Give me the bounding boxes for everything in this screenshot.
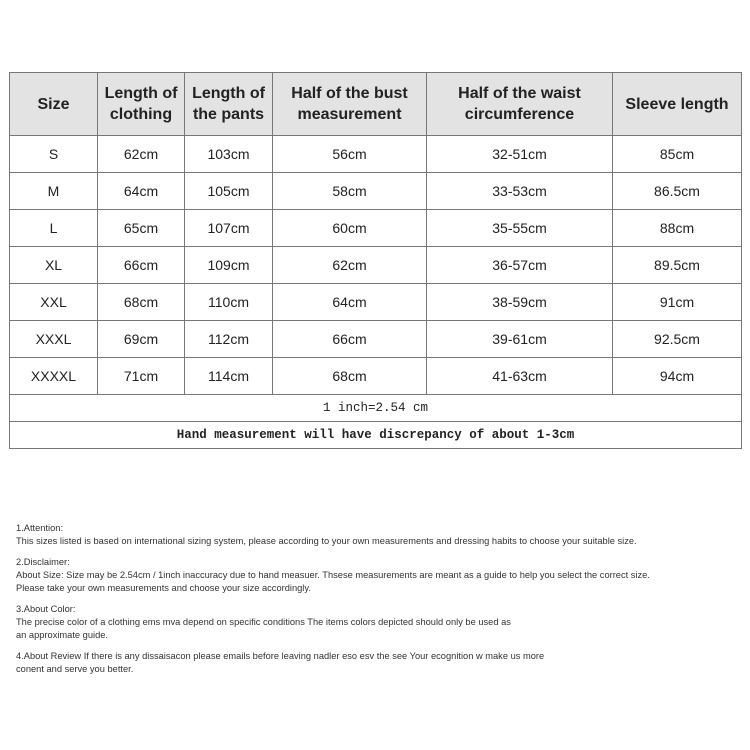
table-cell: 64cm xyxy=(97,172,185,210)
table-cell: 62cm xyxy=(272,246,427,284)
table-cell: 88cm xyxy=(612,209,742,247)
note-line: Please take your own measurements and ch… xyxy=(16,583,311,593)
discrepancy-note: Hand measurement will have discrepancy o… xyxy=(9,421,742,449)
table-cell: 38-59cm xyxy=(426,283,613,321)
table-cell: 62cm xyxy=(97,135,185,173)
table-row: XL 66cm 109cm 62cm 36-57cm 89.5cm xyxy=(9,246,742,284)
table-cell: 109cm xyxy=(184,246,273,284)
notes-section: 1.Attention: This sizes listed is based o… xyxy=(16,522,650,684)
note-line: 4.About Review If there is any dissaisac… xyxy=(16,651,545,661)
table-cell: 39-61cm xyxy=(426,320,613,358)
table-cell: XL xyxy=(9,246,98,284)
table-cell: 105cm xyxy=(184,172,273,210)
header-cell: Length of the pants xyxy=(184,72,273,136)
note-line: This sizes listed is based on internatio… xyxy=(16,536,637,546)
table-cell: 110cm xyxy=(184,283,273,321)
table-cell: 65cm xyxy=(97,209,185,247)
table-cell: 41-63cm xyxy=(426,357,613,395)
table-cell: 85cm xyxy=(612,135,742,173)
table-cell: 56cm xyxy=(272,135,427,173)
table-row: XXL 68cm 110cm 64cm 38-59cm 91cm xyxy=(9,283,742,321)
header-row: Size Length of clothing Length of the pa… xyxy=(9,72,742,136)
table-cell: 66cm xyxy=(97,246,185,284)
table-cell: 86.5cm xyxy=(612,172,742,210)
table-cell: 69cm xyxy=(97,320,185,358)
size-chart-table: Size Length of clothing Length of the pa… xyxy=(9,72,742,449)
note-line: The precise color of a clothing ems mva … xyxy=(16,617,511,627)
table-cell: 68cm xyxy=(97,283,185,321)
table-cell: S xyxy=(9,135,98,173)
table-cell: M xyxy=(9,172,98,210)
table-cell: 103cm xyxy=(184,135,273,173)
table-cell: 89.5cm xyxy=(612,246,742,284)
table-cell: 112cm xyxy=(184,320,273,358)
note-line: an approximate guide. xyxy=(16,630,108,640)
table-cell: 92.5cm xyxy=(612,320,742,358)
table-cell: 36-57cm xyxy=(426,246,613,284)
table-cell: 35-55cm xyxy=(426,209,613,247)
table-cell: 64cm xyxy=(272,283,427,321)
table-row: S 62cm 103cm 56cm 32-51cm 85cm xyxy=(9,135,742,173)
table-cell: 71cm xyxy=(97,357,185,395)
table-cell: 58cm xyxy=(272,172,427,210)
table-cell: 33-53cm xyxy=(426,172,613,210)
table-cell: 60cm xyxy=(272,209,427,247)
conversion-note: 1 inch=2.54 cm xyxy=(9,394,742,422)
note-title: 1.Attention: xyxy=(16,523,64,533)
note-item: 3.About Color: The precise color of a clo… xyxy=(16,603,650,642)
note-item: 1.Attention: This sizes listed is based o… xyxy=(16,522,650,548)
note-line: conent and serve you better. xyxy=(16,664,134,674)
table-cell: 68cm xyxy=(272,357,427,395)
note-title: 2.Disclaimer: xyxy=(16,557,70,567)
note-title: 3.About Color: xyxy=(16,604,76,614)
note-line: About Size: Size may be 2.54cm / 1inch i… xyxy=(16,570,650,580)
header-cell: Length of clothing xyxy=(97,72,185,136)
table-cell: XXL xyxy=(9,283,98,321)
table-cell: 66cm xyxy=(272,320,427,358)
table-row: M 64cm 105cm 58cm 33-53cm 86.5cm xyxy=(9,172,742,210)
table-row: L 65cm 107cm 60cm 35-55cm 88cm xyxy=(9,209,742,247)
table-cell: XXXXL xyxy=(9,357,98,395)
table-row: XXXL 69cm 112cm 66cm 39-61cm 92.5cm xyxy=(9,320,742,358)
table-row: XXXXL 71cm 114cm 68cm 41-63cm 94cm xyxy=(9,357,742,395)
note-item: 4.About Review If there is any dissaisac… xyxy=(16,650,650,676)
header-cell: Size xyxy=(9,72,98,136)
header-cell: Half of the bust measurement xyxy=(272,72,427,136)
table-cell: 32-51cm xyxy=(426,135,613,173)
header-cell: Sleeve length xyxy=(612,72,742,136)
table-cell: 94cm xyxy=(612,357,742,395)
table-cell: 107cm xyxy=(184,209,273,247)
note-item: 2.Disclaimer: About Size: Size may be 2.5… xyxy=(16,556,650,595)
table-cell: 114cm xyxy=(184,357,273,395)
table-cell: XXXL xyxy=(9,320,98,358)
header-cell: Half of the waist circumference xyxy=(426,72,613,136)
table-cell: L xyxy=(9,209,98,247)
table-cell: 91cm xyxy=(612,283,742,321)
